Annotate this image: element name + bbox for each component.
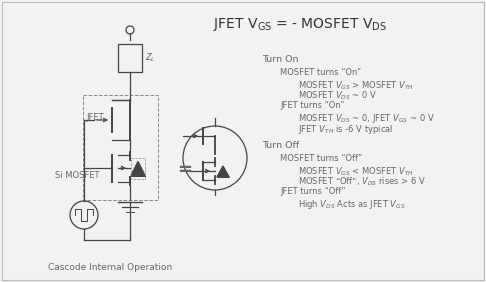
Text: Si MOSFET: Si MOSFET — [55, 171, 100, 180]
Text: $Z_L$: $Z_L$ — [145, 52, 156, 64]
Text: JFET turns “On”: JFET turns “On” — [280, 101, 345, 110]
Text: MOSFET “Off”, $V_{DS}$ rises > 6 V: MOSFET “Off”, $V_{DS}$ rises > 6 V — [298, 176, 426, 188]
Text: MOSFET turns “Off”: MOSFET turns “Off” — [280, 154, 362, 163]
Text: High $V_{DS}$ Acts as JFET $V_{GS}$: High $V_{DS}$ Acts as JFET $V_{GS}$ — [298, 198, 406, 211]
Text: JFET turns “Off”: JFET turns “Off” — [280, 187, 346, 196]
Text: JFET: JFET — [86, 113, 104, 122]
Text: MOSFET $V_{DS}$ ~ 0 V: MOSFET $V_{DS}$ ~ 0 V — [298, 90, 377, 102]
Bar — [83, 95, 158, 200]
Text: Turn On: Turn On — [262, 55, 298, 64]
Text: JFET $\mathregular{V_{GS}}$ = - MOSFET $\mathregular{V_{DS}}$: JFET $\mathregular{V_{GS}}$ = - MOSFET $… — [213, 16, 387, 33]
Text: MOSFET $V_{DS}$ ~ 0, JFET $V_{GS}$ ~ 0 V: MOSFET $V_{DS}$ ~ 0, JFET $V_{GS}$ ~ 0 V — [298, 112, 435, 125]
Text: MOSFET turns “On”: MOSFET turns “On” — [280, 68, 361, 77]
Text: MOSFET $V_{GS}$ < MOSFET $V_{TH}$: MOSFET $V_{GS}$ < MOSFET $V_{TH}$ — [298, 165, 414, 177]
Text: MOSFET $V_{GS}$ > MOSFET $V_{TH}$: MOSFET $V_{GS}$ > MOSFET $V_{TH}$ — [298, 79, 414, 91]
Polygon shape — [131, 162, 145, 175]
Bar — [118, 44, 142, 72]
Text: =: = — [177, 161, 192, 179]
Text: Cascode Internal Operation: Cascode Internal Operation — [48, 263, 172, 272]
Polygon shape — [217, 166, 229, 177]
Bar — [131, 158, 145, 179]
Text: Turn Off: Turn Off — [262, 141, 299, 150]
Text: JFET $V_{TH}$ is -6 V typical: JFET $V_{TH}$ is -6 V typical — [298, 123, 393, 136]
